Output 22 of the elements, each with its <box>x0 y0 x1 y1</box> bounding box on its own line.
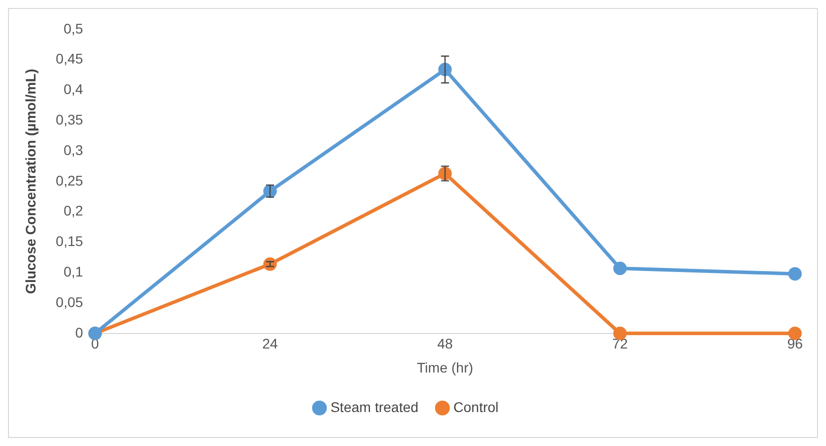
y-tick-label: 0,05 <box>56 294 84 310</box>
y-tick-label: 0,35 <box>56 111 84 128</box>
x-axis-title: Time (hr) <box>416 359 474 376</box>
point <box>788 267 802 281</box>
y-axis-title: Glucose Concentration (µmol/mL) <box>22 68 38 294</box>
x-tick-label: 48 <box>437 336 454 352</box>
y-tick-label: 0,5 <box>64 20 84 36</box>
y-tick-label: 0,4 <box>64 81 84 98</box>
x-tick-label: 72 <box>612 336 628 352</box>
point <box>263 257 277 271</box>
y-tick-label: 0 <box>75 324 84 340</box>
legend-label: Steam treated <box>330 398 418 415</box>
y-tick-label: 0,2 <box>64 202 84 219</box>
x-tick-label: 24 <box>262 336 278 352</box>
legend-label: Control <box>453 398 499 415</box>
y-tick-label: 0,25 <box>56 172 84 188</box>
y-tick-label: 0,1 <box>64 263 84 280</box>
y-tick-label: 0,15 <box>56 233 84 250</box>
y-tick-label: 0,45 <box>56 50 84 67</box>
point <box>613 262 627 276</box>
x-tick-label: 96 <box>787 336 803 352</box>
y-tick-label: 0,3 <box>64 142 84 158</box>
